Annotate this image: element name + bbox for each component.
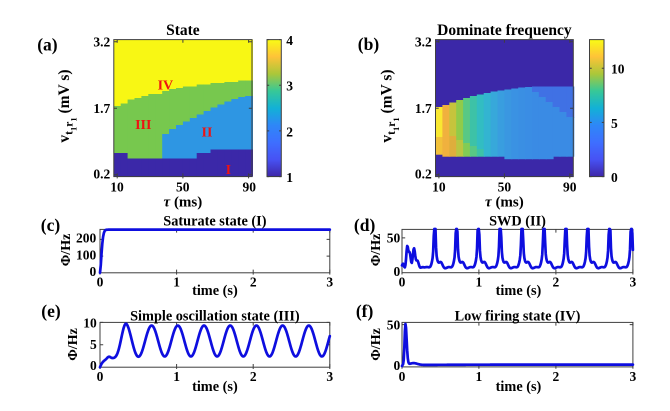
svg-text:1.7: 1.7	[93, 101, 110, 116]
svg-text:100: 100	[76, 247, 97, 262]
svg-text:3: 3	[326, 369, 333, 384]
svg-text:50: 50	[387, 230, 401, 245]
svg-text:(c): (c)	[41, 215, 61, 235]
svg-text:vt1r1 (mV s): vt1r1 (mV s)	[56, 69, 79, 142]
svg-text:10: 10	[110, 180, 124, 195]
svg-text:SWD (II): SWD (II)	[489, 213, 546, 229]
svg-text:time (s): time (s)	[496, 283, 542, 299]
svg-text:II: II	[202, 126, 213, 141]
svg-text:10: 10	[432, 180, 446, 195]
svg-text:5: 5	[611, 116, 618, 131]
svg-text:I: I	[226, 163, 231, 178]
svg-text:Φ/Hz: Φ/Hz	[59, 234, 74, 267]
svg-text:time (s): time (s)	[192, 379, 238, 395]
svg-text:(d): (d)	[354, 215, 376, 235]
svg-text:Φ/Hz: Φ/Hz	[369, 234, 384, 267]
svg-text:0: 0	[97, 369, 104, 384]
svg-text:τ (ms): τ (ms)	[164, 195, 203, 211]
svg-text:3: 3	[286, 79, 293, 94]
svg-text:Saturate state (I): Saturate state (I)	[163, 213, 266, 229]
svg-text:(e): (e)	[41, 301, 61, 321]
svg-text:3: 3	[630, 369, 637, 384]
svg-text:Φ/Hz: Φ/Hz	[369, 328, 384, 361]
svg-text:2: 2	[250, 369, 257, 384]
svg-text:III: III	[135, 118, 151, 133]
svg-text:2: 2	[286, 124, 293, 139]
svg-text:0.2: 0.2	[415, 167, 432, 182]
svg-text:0.2: 0.2	[93, 167, 110, 182]
svg-text:0: 0	[97, 275, 104, 290]
svg-text:4: 4	[286, 33, 293, 48]
svg-text:Dominate frequency: Dominate frequency	[437, 22, 572, 39]
svg-text:τ (ms): τ (ms)	[485, 195, 524, 211]
svg-text:IV: IV	[158, 79, 174, 94]
svg-text:0: 0	[90, 264, 97, 279]
svg-text:0: 0	[394, 358, 401, 373]
svg-text:0: 0	[394, 264, 401, 279]
svg-text:Φ/Hz: Φ/Hz	[66, 328, 81, 361]
svg-text:Low firing state (IV): Low firing state (IV)	[455, 308, 581, 324]
svg-text:3.2: 3.2	[93, 34, 110, 49]
svg-text:Simple oscillation state (III): Simple oscillation state (III)	[130, 308, 300, 324]
svg-text:time (s): time (s)	[496, 379, 542, 395]
svg-text:3: 3	[630, 275, 637, 290]
svg-text:200: 200	[76, 230, 97, 245]
svg-text:50: 50	[498, 180, 512, 195]
svg-text:0: 0	[399, 369, 406, 384]
svg-text:50: 50	[387, 317, 401, 332]
svg-text:50: 50	[176, 180, 190, 195]
svg-text:(a): (a)	[37, 34, 58, 54]
svg-text:90: 90	[563, 180, 577, 195]
svg-text:10: 10	[83, 316, 97, 331]
svg-text:1: 1	[286, 170, 293, 185]
svg-text:1.7: 1.7	[415, 101, 432, 116]
svg-text:State: State	[166, 22, 200, 39]
svg-text:1: 1	[476, 275, 483, 290]
svg-text:1: 1	[173, 275, 180, 290]
svg-text:0: 0	[611, 170, 618, 185]
svg-text:1: 1	[476, 369, 483, 384]
svg-text:2: 2	[553, 369, 560, 384]
svg-text:0: 0	[90, 358, 97, 373]
svg-text:time (s): time (s)	[192, 283, 238, 299]
svg-text:5: 5	[90, 337, 97, 352]
svg-text:(f): (f)	[356, 301, 374, 321]
svg-text:2: 2	[250, 275, 257, 290]
svg-text:3.2: 3.2	[415, 34, 432, 49]
svg-text:10: 10	[611, 62, 625, 77]
svg-text:1: 1	[173, 369, 180, 384]
svg-text:3: 3	[326, 275, 333, 290]
svg-text:vt1r1 (mV s): vt1r1 (mV s)	[379, 69, 402, 142]
svg-text:90: 90	[242, 180, 256, 195]
svg-text:0: 0	[399, 275, 406, 290]
svg-text:2: 2	[553, 275, 560, 290]
svg-text:(b): (b)	[358, 34, 380, 54]
